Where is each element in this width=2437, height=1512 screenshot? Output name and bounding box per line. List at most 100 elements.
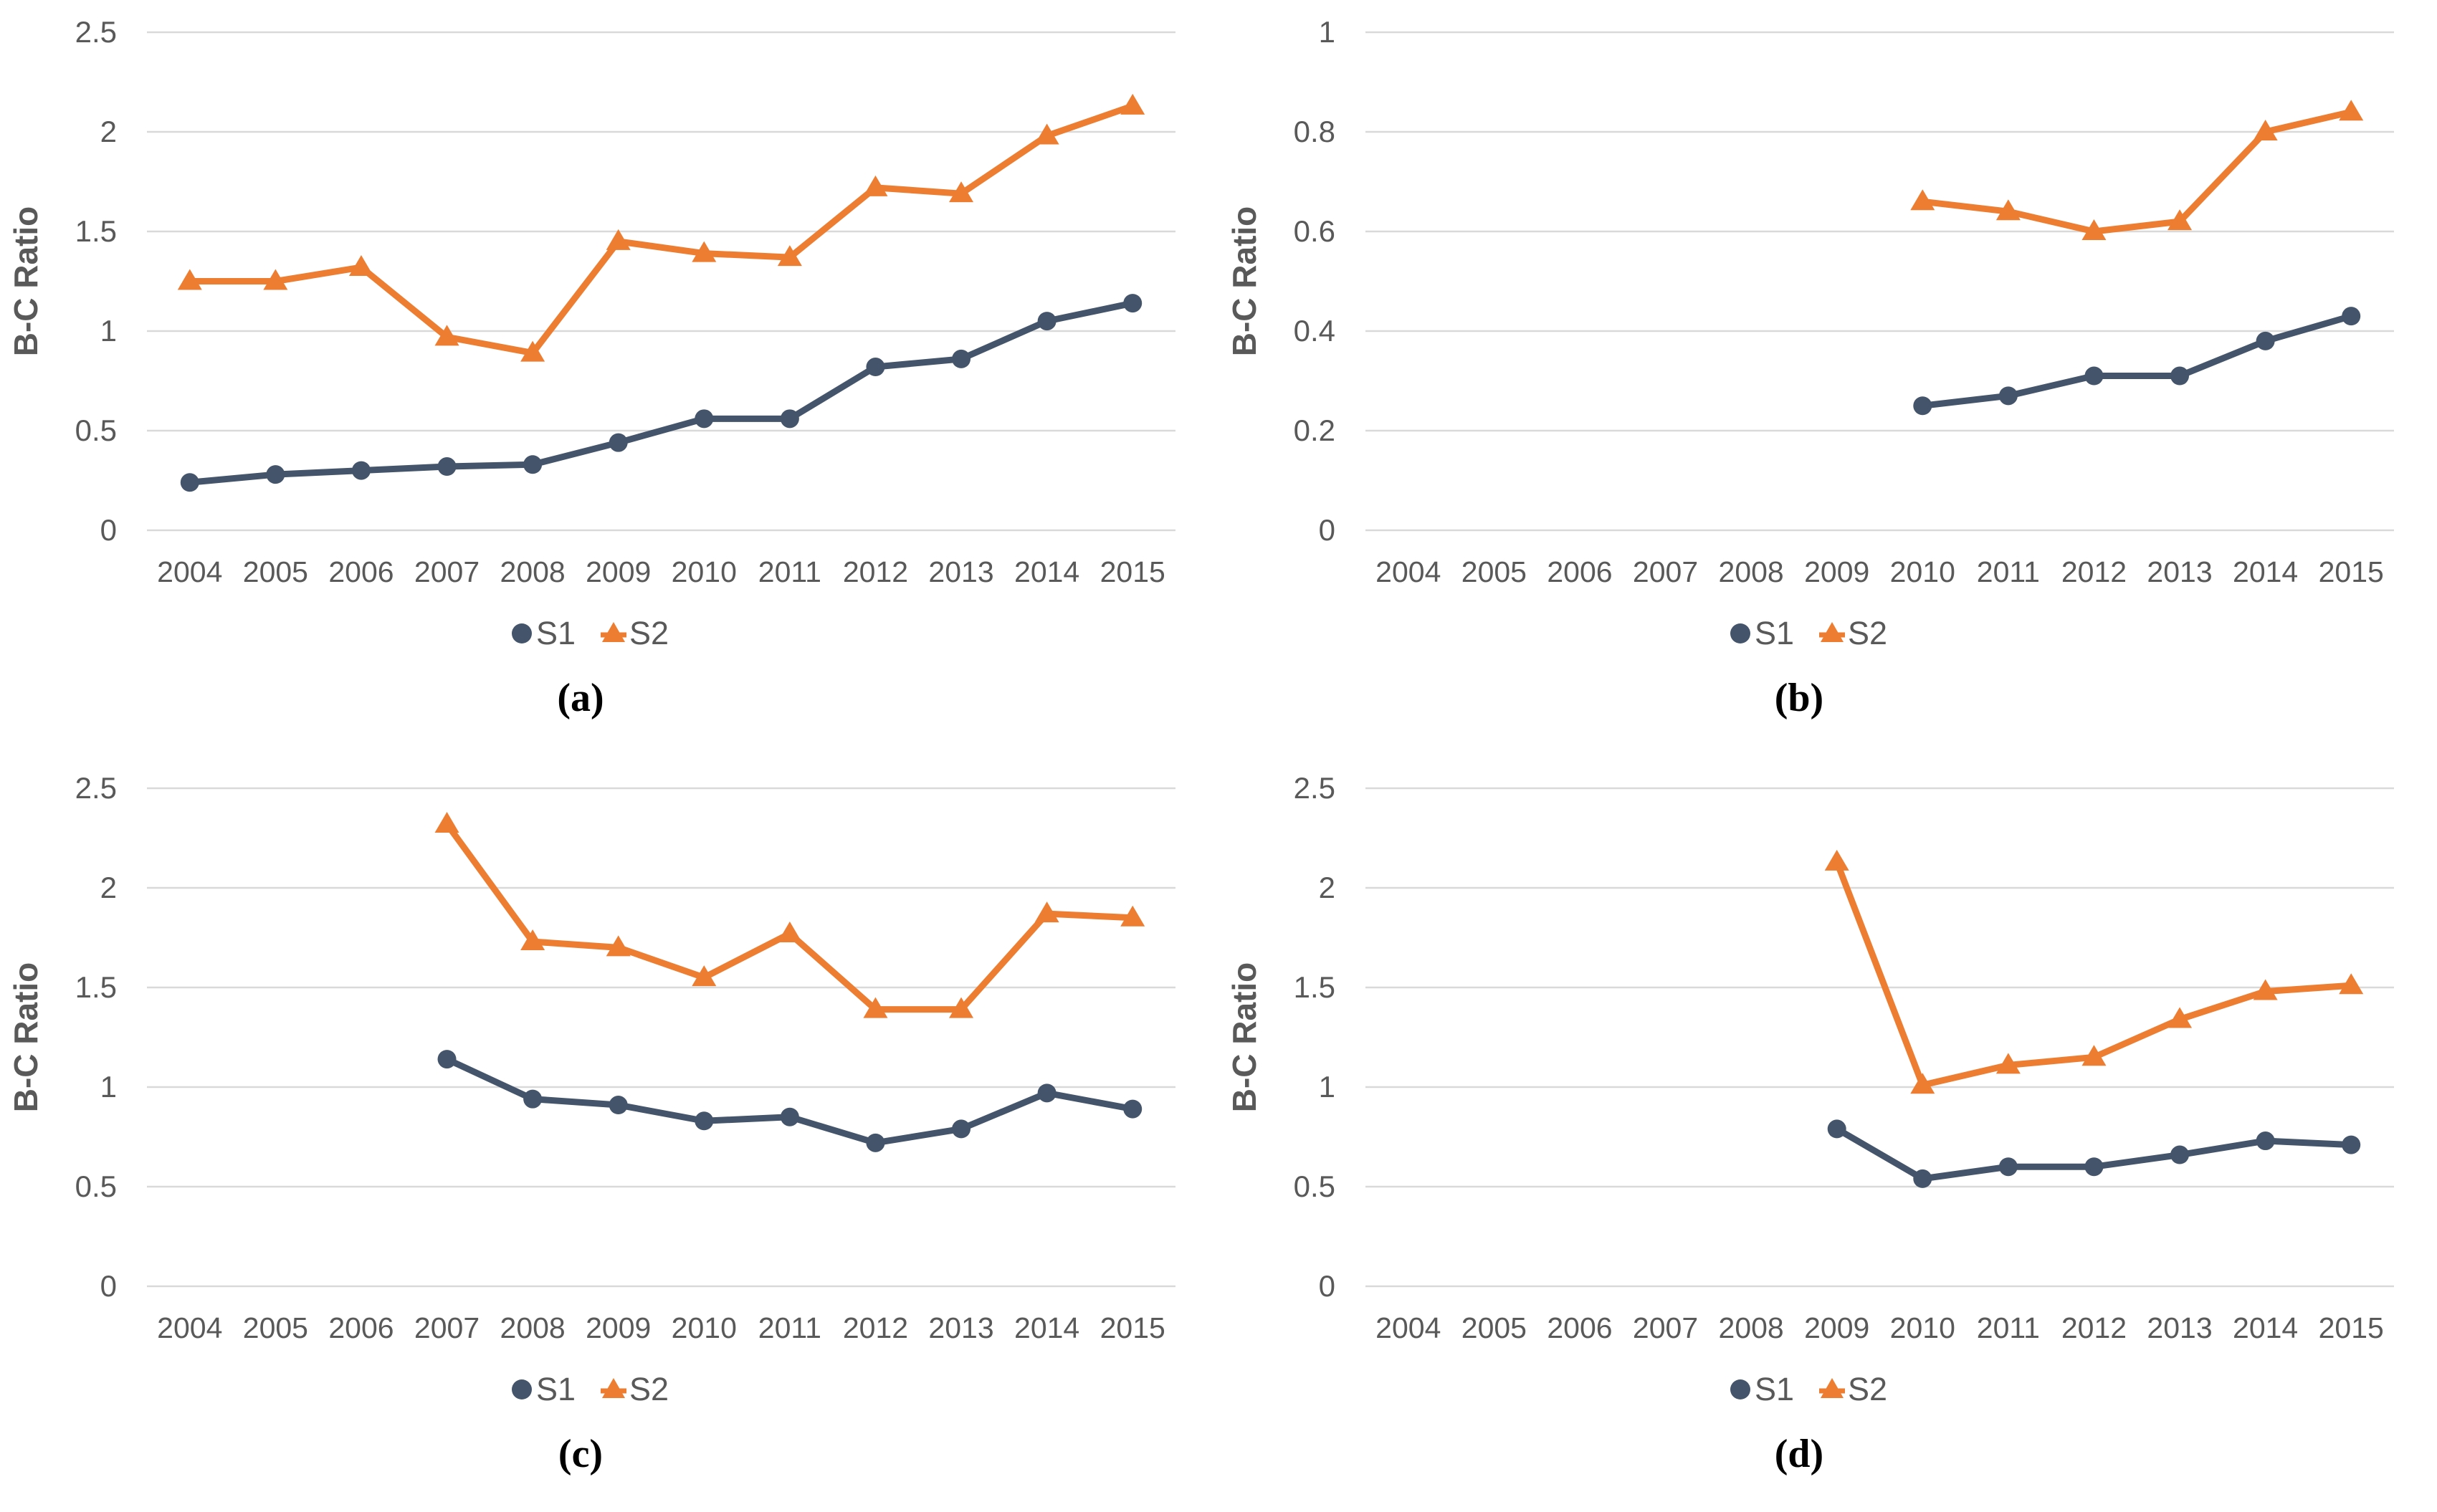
chart-b: 1 0.8 0.6 0.4 0.2 0 B-C Ratio 2004 2005 2006 2007 2… (1226, 15, 2394, 651)
y-tick-label: 2.5 (75, 15, 117, 49)
data-point-s1 (1123, 294, 1143, 313)
y-tick-label: 0 (1319, 513, 1335, 547)
panel-label-a: (a) (557, 676, 604, 720)
y-axis-title: B-C Ratio (1226, 962, 1263, 1113)
x-tick-label: 2007 (1633, 1311, 1698, 1344)
y-tick-label: 0.5 (75, 1169, 117, 1203)
y-tick-label: 0.4 (1294, 314, 1335, 348)
data-point-s2 (777, 245, 802, 267)
x-tick-label: 2014 (1014, 555, 1079, 588)
data-point-s1 (1913, 1169, 1932, 1188)
data-point-s2 (606, 229, 631, 250)
data-point-s1 (2256, 331, 2275, 350)
data-point-s2 (1120, 93, 1145, 115)
y-tick-label: 2.5 (75, 771, 117, 805)
y-tick-label: 0.5 (1294, 1169, 1335, 1203)
data-point-s1 (2170, 1145, 2190, 1164)
data-point-s1 (2256, 1131, 2275, 1151)
s1-legend-marker-icon (1730, 623, 1750, 643)
data-point-s1 (609, 433, 628, 452)
data-point-s1 (1123, 1099, 1143, 1119)
y-tick-label: 0.8 (1294, 115, 1335, 148)
legend-label-s2: S2 (629, 1371, 669, 1407)
data-point-s1 (1037, 1083, 1057, 1103)
x-tick-label: 2006 (1547, 1311, 1612, 1344)
data-point-s1 (695, 409, 714, 429)
data-point-s1 (2084, 1157, 2104, 1177)
data-point-s1 (952, 1119, 971, 1139)
x-tick-label: 2007 (414, 555, 480, 588)
data-point-s2 (606, 935, 631, 957)
x-tick-label: 2004 (157, 555, 222, 588)
data-point-s1 (780, 1107, 799, 1126)
panel-c: 2.5 2 1.5 1 0.5 0 B-C Ratio 2004 2005 2006 2007 200… (0, 756, 1218, 1512)
data-point-s1 (1913, 396, 1932, 416)
chart-a: 2.5 2 1.5 1 0.5 0 B-C Ratio 2004 2005 2006 2007 200… (7, 15, 1175, 651)
x-tick-label: 2004 (1375, 1311, 1441, 1344)
series-line-s1 (186, 300, 1136, 486)
data-point-s2 (1034, 123, 1059, 145)
data-point-s1 (1037, 312, 1057, 331)
x-tick-label: 2013 (928, 555, 993, 588)
data-point-s1 (351, 461, 371, 480)
data-point-s1 (437, 457, 457, 477)
y-tick-label: 2 (100, 115, 117, 148)
data-point-s1 (2342, 307, 2361, 326)
y-axis-title: B-C Ratio (7, 962, 44, 1113)
s2-legend-marker-icon (602, 622, 625, 642)
data-point-s2 (1995, 199, 2021, 221)
data-point-s1 (437, 1050, 457, 1069)
legend-label-s1: S1 (536, 1371, 576, 1407)
s2-legend-marker-icon (602, 1378, 625, 1398)
data-point-s2 (520, 340, 545, 362)
data-point-s2 (2339, 973, 2364, 995)
x-tick-label: 2008 (1719, 1311, 1784, 1344)
data-point-s2 (692, 241, 717, 262)
data-point-s2 (2253, 120, 2278, 140)
y-tick-label: 0.2 (1294, 413, 1335, 447)
x-tick-label: 2009 (586, 555, 651, 588)
data-point-s2 (863, 175, 888, 196)
y-tick-label: 1.5 (75, 214, 117, 248)
s2-legend-marker-icon (1821, 622, 1844, 642)
x-tick-label: 2010 (672, 555, 737, 588)
data-point-s1 (1998, 386, 2018, 406)
x-tick-label: 2005 (243, 1311, 308, 1344)
x-tick-label: 2006 (1547, 555, 1612, 588)
data-point-s2 (520, 929, 545, 951)
series-line-s2 (1919, 108, 2355, 235)
x-tick-label: 2012 (843, 555, 908, 588)
x-tick-label: 2015 (2319, 555, 2384, 588)
x-tick-label: 2008 (500, 555, 566, 588)
data-point-s1 (523, 1089, 543, 1109)
x-tick-label: 2014 (2233, 1311, 2298, 1344)
x-tick-label: 2015 (2319, 1311, 2384, 1344)
x-tick-label: 2009 (1804, 555, 1869, 588)
y-tick-label: 1 (1319, 15, 1335, 49)
x-tick-label: 2006 (328, 1311, 394, 1344)
s1-legend-marker-icon (512, 623, 532, 643)
x-tick-label: 2014 (2233, 555, 2298, 588)
y-tick-label: 1 (100, 314, 117, 348)
data-point-s1 (1998, 1157, 2018, 1177)
x-tick-label: 2010 (672, 1311, 737, 1344)
y-tick-label: 1 (1319, 1070, 1335, 1104)
series-line-s1 (444, 1056, 1136, 1147)
x-tick-label: 2013 (2147, 555, 2212, 588)
data-point-s2 (692, 965, 717, 987)
y-axis-title: B-C Ratio (7, 206, 44, 357)
panel-d: 2.5 2 1.5 1 0.5 0 B-C Ratio 2004 2005 2006 2007 200… (1218, 756, 2437, 1512)
series-line-s2 (444, 820, 1136, 1013)
y-tick-label: 1.5 (75, 970, 117, 1004)
x-tick-label: 2010 (1890, 555, 1955, 588)
x-tick-label: 2008 (1719, 555, 1784, 588)
data-point-s2 (777, 921, 802, 942)
data-point-s1 (1827, 1119, 1846, 1139)
x-tick-label: 2015 (1100, 555, 1165, 588)
x-tick-label: 2008 (500, 1311, 566, 1344)
panel-a: 2.5 2 1.5 1 0.5 0 B-C Ratio 2004 2005 2006 2007 200… (0, 0, 1218, 756)
y-tick-label: 0 (100, 513, 117, 547)
data-point-s2 (1824, 849, 1849, 871)
y-tick-label: 0 (100, 1269, 117, 1303)
